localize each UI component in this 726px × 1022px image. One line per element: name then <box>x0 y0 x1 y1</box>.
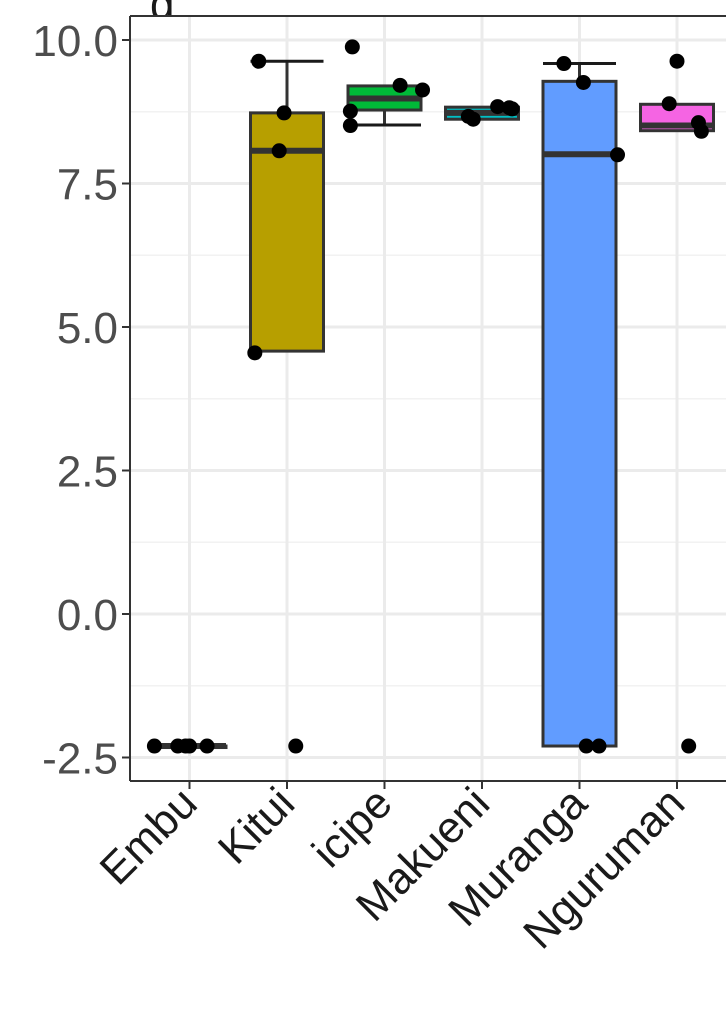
y-tick-label: 7.5 <box>57 161 118 210</box>
data-point <box>490 99 506 115</box>
data-point <box>342 103 358 119</box>
data-point <box>344 39 360 55</box>
data-point <box>693 123 709 139</box>
x-tick-label: Kitui <box>209 778 304 873</box>
data-point <box>681 738 697 754</box>
data-point <box>271 143 287 159</box>
data-point <box>247 345 263 361</box>
data-point <box>342 118 358 134</box>
data-point <box>415 82 431 98</box>
data-point <box>591 738 607 754</box>
data-point <box>251 53 267 69</box>
data-point <box>669 53 685 69</box>
y-tick-label: 10.0 <box>32 17 118 66</box>
data-point <box>556 56 572 72</box>
data-point <box>199 738 215 754</box>
y-tick-label: 2.5 <box>57 448 118 497</box>
data-point <box>276 105 292 121</box>
data-point <box>288 738 304 754</box>
y-tick-label: -2.5 <box>42 735 118 784</box>
data-point <box>392 77 408 93</box>
data-point <box>610 147 626 163</box>
y-tick-label: 5.0 <box>57 304 118 353</box>
data-point <box>575 74 591 90</box>
data-point <box>504 101 520 117</box>
grid-minor <box>130 111 726 687</box>
data-point <box>661 96 677 112</box>
data-point <box>182 738 197 754</box>
y-axis-ticks: -2.5 0.0 2.5 5.0 7.5 10.0 <box>32 17 130 784</box>
data-point <box>146 738 162 754</box>
data-point <box>465 111 481 127</box>
x-tick-label: Embu <box>91 778 207 894</box>
points-layer <box>146 39 709 754</box>
y-tick-label: 0.0 <box>57 591 118 640</box>
box-muranga <box>541 79 618 748</box>
data-point <box>578 738 594 754</box>
